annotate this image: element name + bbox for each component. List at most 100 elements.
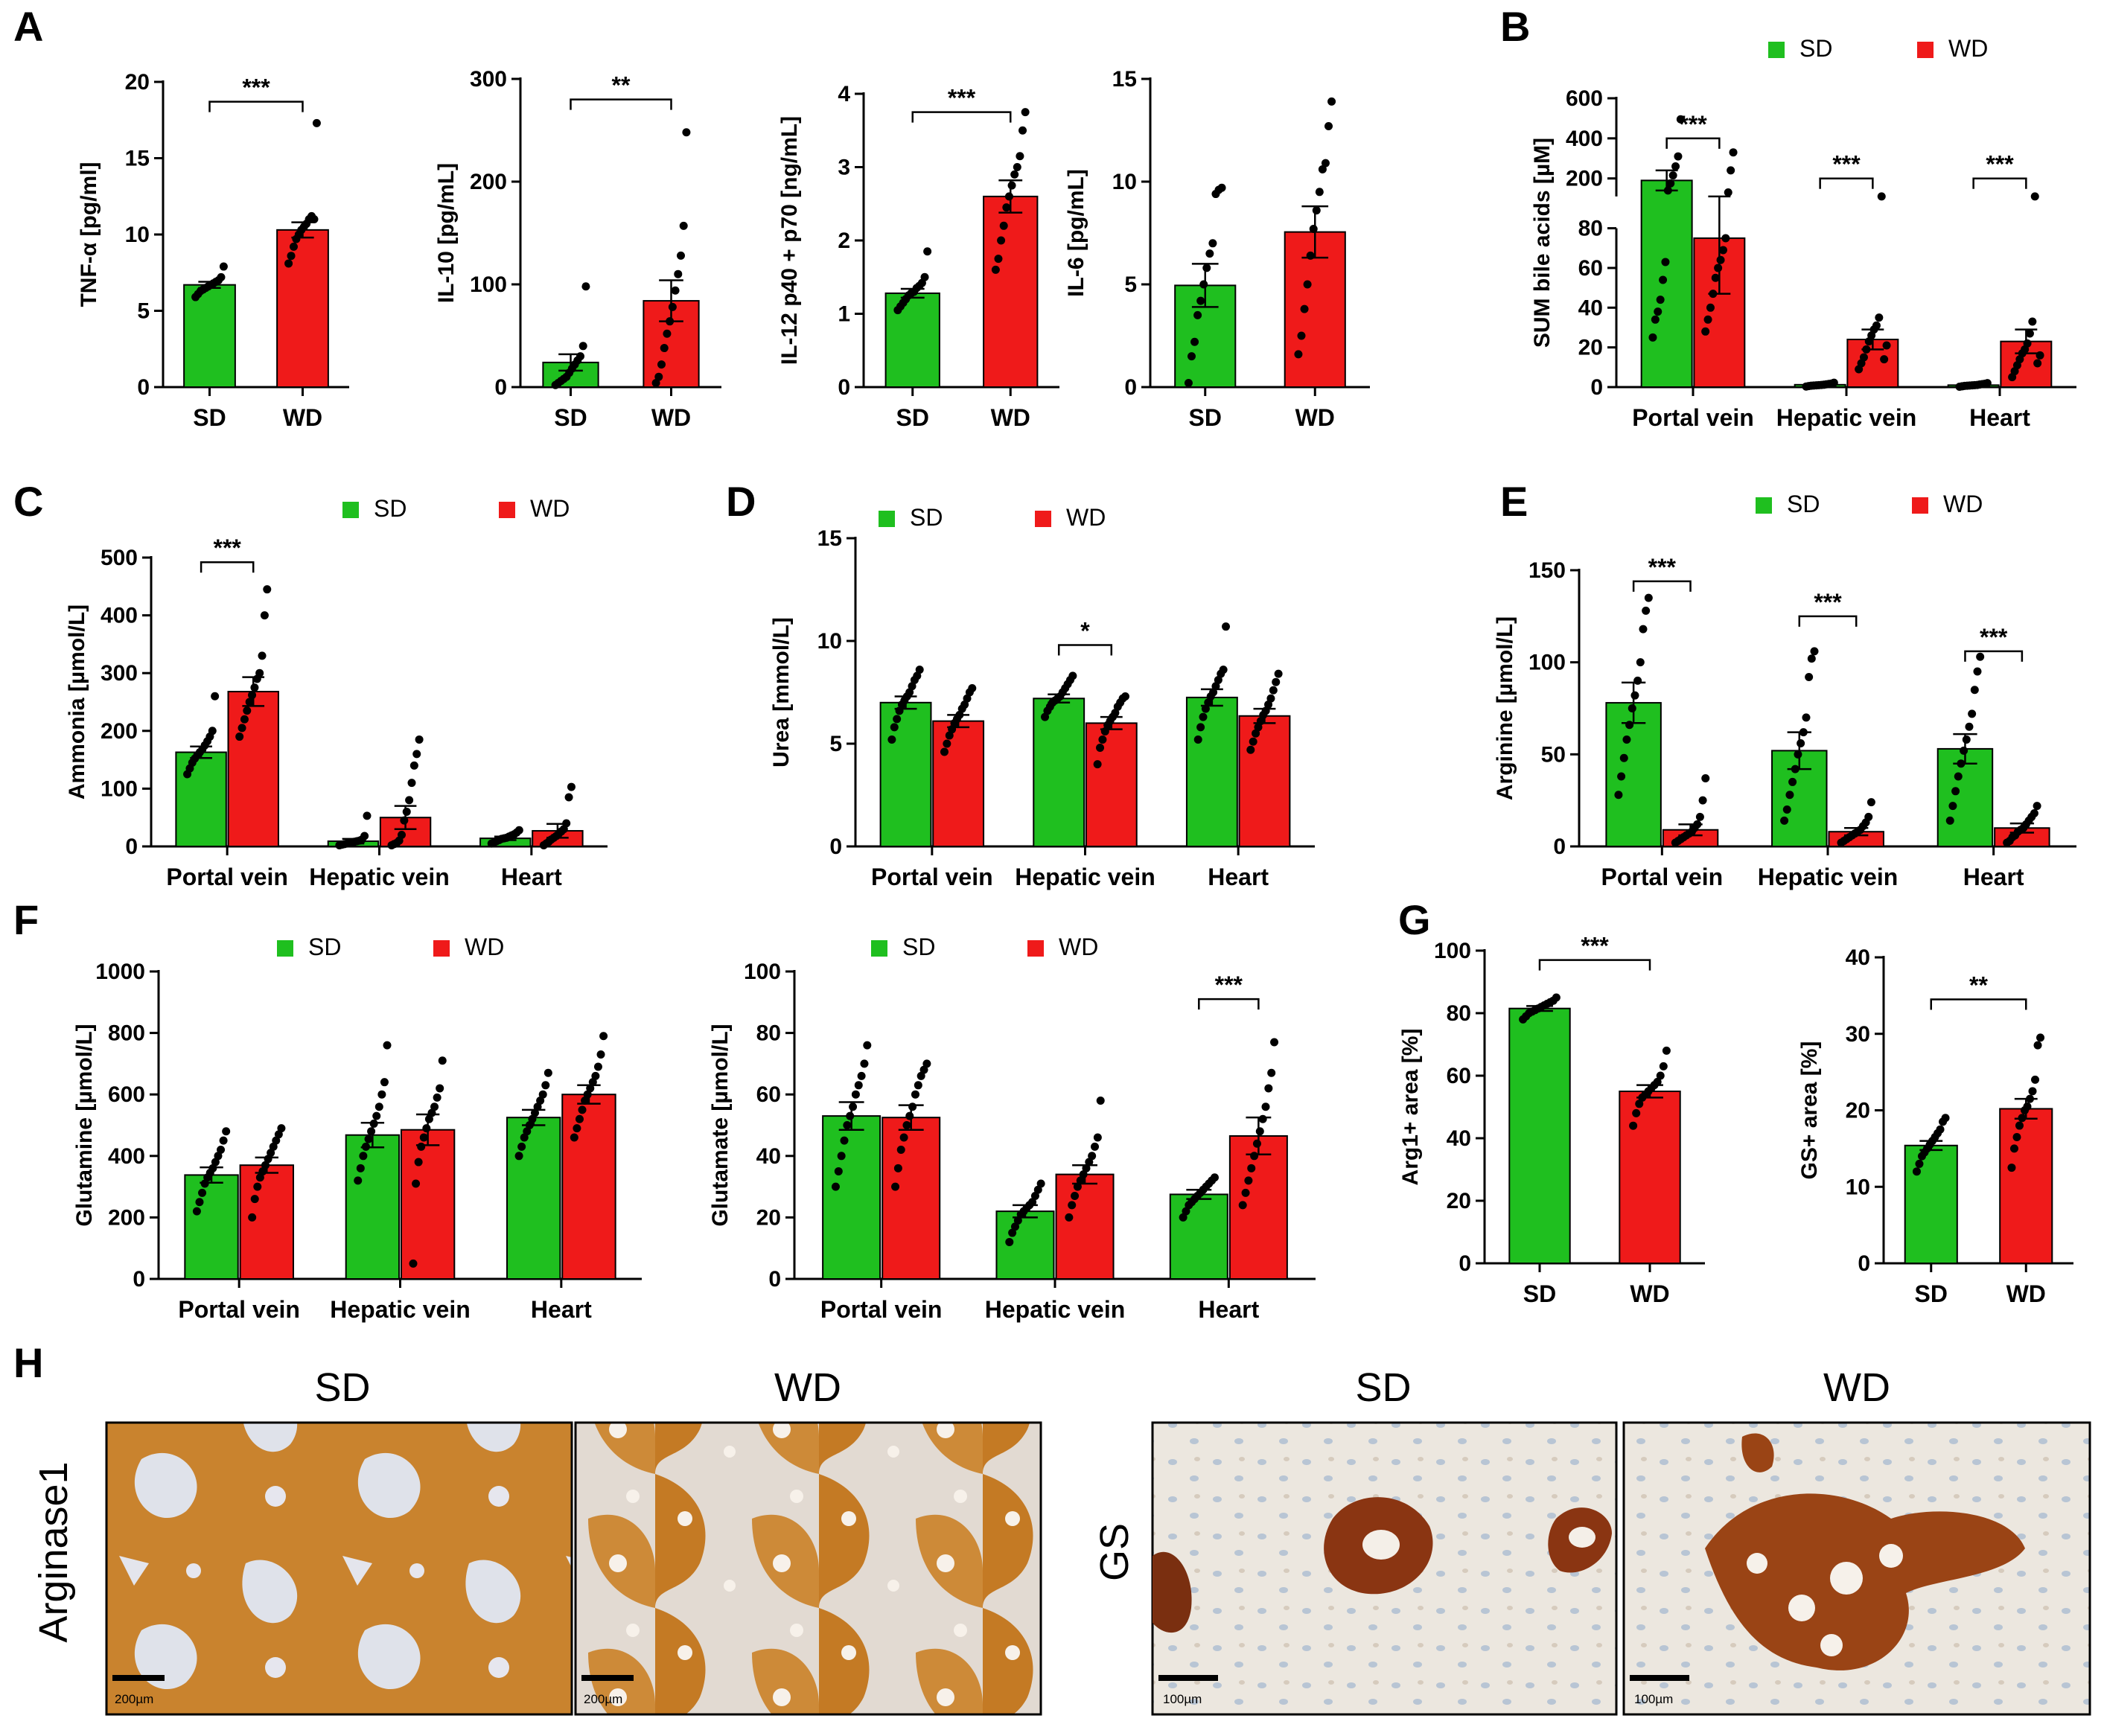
data-point xyxy=(674,269,683,278)
data-point xyxy=(671,286,680,295)
data-point xyxy=(211,692,220,701)
y-tick-label: 150 xyxy=(1528,558,1566,583)
data-point xyxy=(2026,1094,2035,1103)
significance-bracket xyxy=(1057,644,1113,656)
data-point xyxy=(1633,676,1642,685)
y-axis-label: Arginine [µmol/L] xyxy=(1493,616,1517,800)
y-tick-label: 100 xyxy=(744,960,781,984)
data-point xyxy=(198,1188,207,1197)
y-tick-label: 2 xyxy=(838,229,850,253)
data-point xyxy=(1261,706,1270,715)
data-point xyxy=(1190,337,1199,346)
data-point xyxy=(1552,993,1561,1002)
x-category-label: WD xyxy=(991,404,1030,431)
data-point xyxy=(1875,313,1884,322)
bar xyxy=(184,1174,239,1280)
data-point xyxy=(245,698,254,706)
significance-label: *** xyxy=(1832,151,1861,178)
legend-label-sd: SD xyxy=(1799,35,1832,62)
data-point xyxy=(1945,816,1954,825)
data-point xyxy=(1199,712,1208,721)
data-point xyxy=(1264,1084,1273,1093)
data-point xyxy=(1008,1228,1017,1237)
data-point xyxy=(258,1167,267,1175)
data-point xyxy=(1941,1114,1950,1123)
data-point xyxy=(1201,704,1210,713)
data-point xyxy=(668,302,677,311)
data-point xyxy=(890,723,899,732)
data-point xyxy=(1071,1191,1080,1200)
data-point xyxy=(427,1108,436,1117)
data-point xyxy=(2033,802,2041,811)
legend-swatch-wd xyxy=(499,502,515,518)
data-point xyxy=(255,1173,264,1182)
legend-swatch-wd xyxy=(1027,940,1044,957)
data-point xyxy=(922,1059,931,1068)
legend-label-wd: WD xyxy=(465,934,504,960)
data-point xyxy=(1036,1179,1045,1188)
bar xyxy=(884,292,940,389)
data-point xyxy=(1100,727,1109,735)
data-point xyxy=(854,1081,863,1090)
y-tick-label: 0 xyxy=(1858,1251,1870,1276)
x-category-label: Heart xyxy=(1198,1296,1259,1323)
data-point xyxy=(2018,1114,2027,1123)
data-point xyxy=(1666,179,1675,188)
significance-label: *** xyxy=(1980,624,2008,651)
data-point xyxy=(1962,735,1971,744)
data-point xyxy=(533,1102,542,1111)
scale-bar-gs-sd xyxy=(1158,1675,1218,1681)
x-category-label: Hepatic vein xyxy=(330,1296,471,1323)
data-point xyxy=(1004,192,1013,201)
legend-label-wd: WD xyxy=(1943,491,1983,517)
arginase-wd-header: WD xyxy=(774,1365,841,1410)
data-point xyxy=(354,1176,363,1185)
data-point xyxy=(1179,1213,1188,1222)
data-point xyxy=(1300,304,1309,313)
data-point xyxy=(593,1062,602,1071)
data-point xyxy=(2023,1102,2032,1111)
data-point xyxy=(195,1198,204,1207)
data-point xyxy=(1782,805,1791,814)
significance-bracket xyxy=(1538,959,1651,971)
bar xyxy=(1999,1108,2053,1264)
data-point xyxy=(1668,171,1677,180)
bar xyxy=(561,1094,616,1280)
panel-h-micrographs: SD WD SD WD Arginase1 GS 200 xyxy=(31,1365,2091,1716)
data-point xyxy=(915,666,924,674)
data-point xyxy=(1632,1108,1641,1117)
data-point xyxy=(1780,816,1789,825)
data-point xyxy=(948,725,957,734)
bar xyxy=(1508,1007,1571,1264)
bar xyxy=(227,691,279,847)
data-point xyxy=(419,1133,428,1142)
bar xyxy=(1238,715,1291,847)
data-point xyxy=(1247,1164,1256,1172)
x-category-label: Heart xyxy=(531,1296,592,1323)
legend-label-sd: SD xyxy=(902,934,935,960)
y-tick-label: 1 xyxy=(838,302,850,327)
y-axis-label: GS+ area [%] xyxy=(1797,1041,1822,1180)
data-point xyxy=(1196,723,1205,732)
data-point xyxy=(837,1152,846,1161)
bar xyxy=(183,284,236,388)
data-point xyxy=(586,1084,595,1093)
data-point xyxy=(1250,1152,1259,1161)
data-point xyxy=(1794,750,1802,759)
y-tick-label: 80 xyxy=(756,1021,781,1046)
data-point xyxy=(1318,165,1327,173)
data-point xyxy=(383,1041,392,1050)
data-point xyxy=(1073,1182,1082,1191)
x-category-label: Hepatic vein xyxy=(985,1296,1126,1323)
data-point xyxy=(2030,192,2039,201)
gs-row-label: GS xyxy=(1092,1523,1137,1581)
data-point xyxy=(192,1207,201,1216)
data-point xyxy=(991,265,1000,274)
data-point xyxy=(1196,296,1205,305)
data-point xyxy=(255,668,264,677)
data-point xyxy=(1005,1237,1014,1246)
x-category-label: Portal vein xyxy=(1601,864,1724,890)
data-point xyxy=(663,329,672,338)
legend-swatch-sd xyxy=(342,502,359,518)
